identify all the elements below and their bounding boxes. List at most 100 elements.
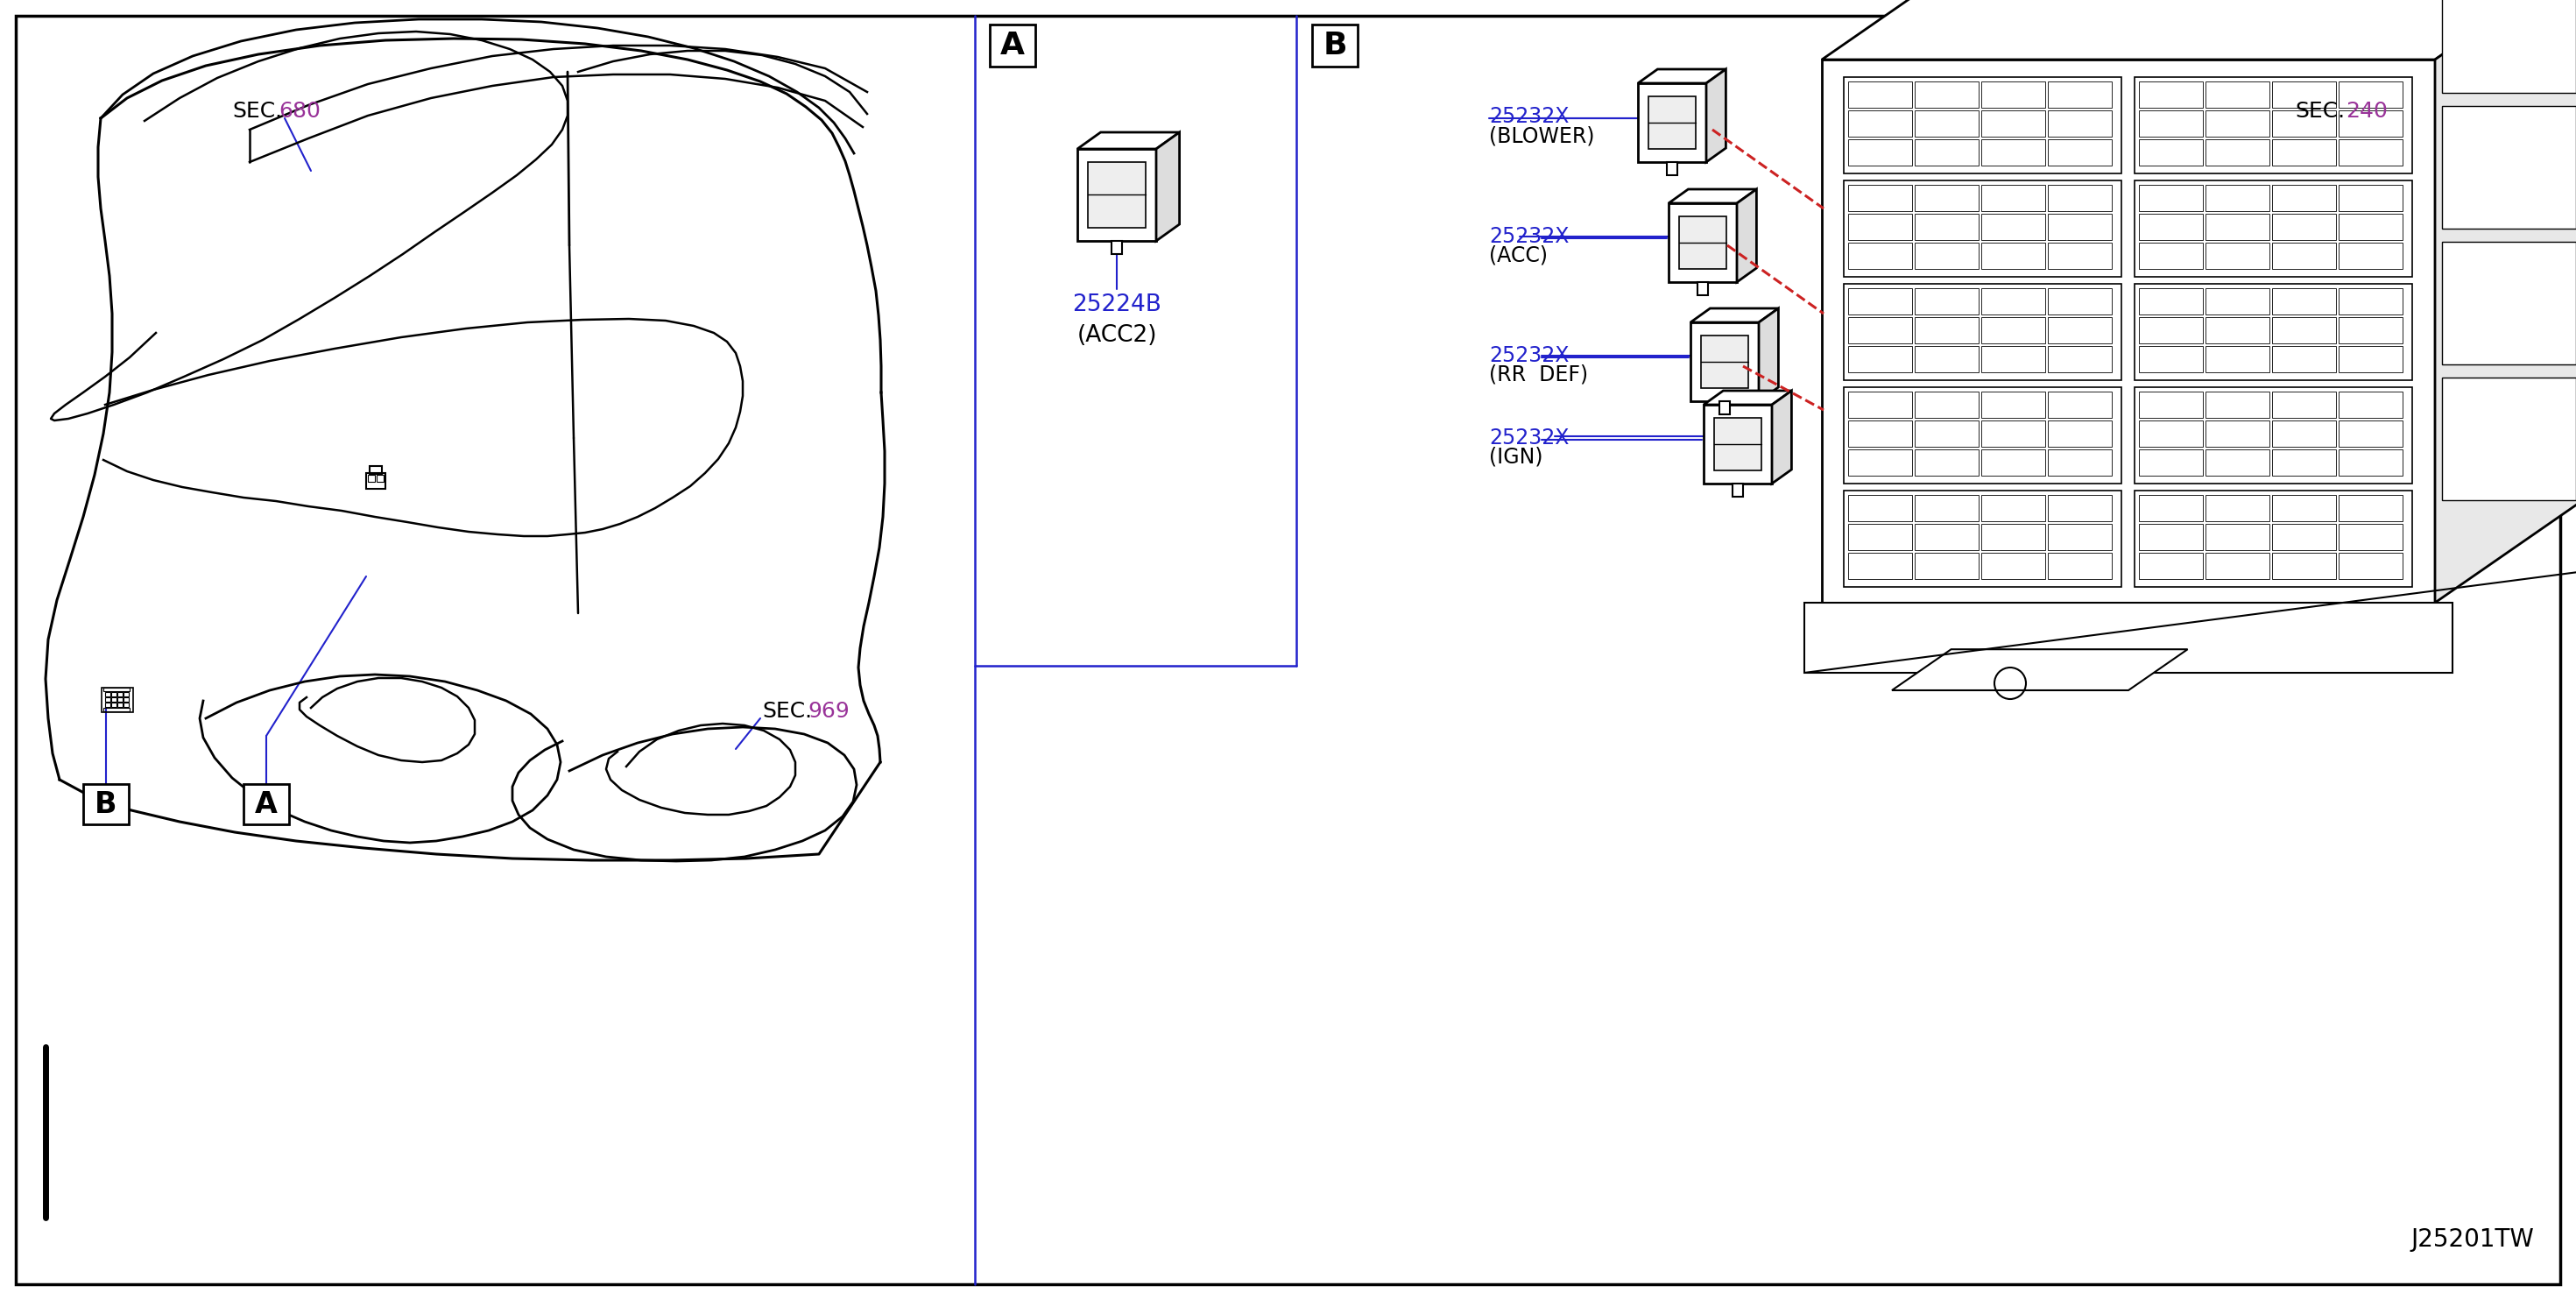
Bar: [2136, 387, 2411, 484]
Bar: [106, 692, 111, 697]
Bar: [2205, 82, 2269, 108]
Bar: [1803, 603, 2452, 673]
Bar: [1847, 420, 1911, 447]
Bar: [1981, 243, 2045, 269]
Text: (IGN): (IGN): [1489, 447, 1543, 468]
Bar: [1734, 484, 1744, 497]
Bar: [1914, 110, 1978, 136]
Bar: [2442, 377, 2576, 500]
Bar: [2048, 552, 2112, 578]
Bar: [2205, 524, 2269, 550]
Bar: [111, 702, 116, 707]
Bar: [1981, 110, 2045, 136]
Bar: [2442, 242, 2576, 364]
Text: 25224B: 25224B: [1072, 294, 1162, 316]
Bar: [2048, 185, 2112, 211]
Polygon shape: [1891, 649, 2187, 690]
Bar: [1847, 139, 1911, 165]
Bar: [1981, 82, 2045, 108]
Bar: [2205, 185, 2269, 211]
Bar: [2048, 524, 2112, 550]
Text: B: B: [1324, 31, 1347, 60]
Bar: [1847, 524, 1911, 550]
Polygon shape: [2434, 0, 2576, 603]
Text: (RR  DEF): (RR DEF): [1489, 364, 1587, 385]
Bar: [2339, 391, 2403, 417]
Bar: [2048, 317, 2112, 343]
Bar: [1981, 495, 2045, 521]
Bar: [2272, 391, 2336, 417]
Bar: [2138, 391, 2202, 417]
Bar: [118, 702, 124, 707]
Bar: [2339, 139, 2403, 165]
Bar: [366, 473, 386, 489]
Bar: [2138, 552, 2202, 578]
Bar: [1914, 82, 1978, 108]
Bar: [1914, 243, 1978, 269]
Text: (ACC): (ACC): [1489, 246, 1548, 266]
Bar: [2339, 213, 2403, 240]
Bar: [1110, 240, 1123, 254]
Bar: [2272, 243, 2336, 269]
Bar: [1981, 391, 2045, 417]
Bar: [2205, 346, 2269, 372]
Bar: [2048, 289, 2112, 315]
Bar: [1698, 282, 1708, 295]
Bar: [1981, 450, 2045, 476]
Polygon shape: [1077, 133, 1180, 150]
Bar: [2272, 289, 2336, 315]
Bar: [2048, 495, 2112, 521]
Bar: [1981, 552, 2045, 578]
Bar: [2136, 77, 2411, 173]
Bar: [103, 688, 129, 692]
Bar: [2272, 420, 2336, 447]
Bar: [1914, 524, 1978, 550]
Bar: [2205, 289, 2269, 315]
Polygon shape: [1703, 391, 1790, 404]
Bar: [1914, 185, 1978, 211]
Bar: [1914, 289, 1978, 315]
Text: A: A: [999, 31, 1025, 60]
Bar: [2048, 213, 2112, 240]
Bar: [2138, 243, 2202, 269]
Bar: [2138, 185, 2202, 211]
Bar: [124, 692, 129, 697]
Bar: [2205, 110, 2269, 136]
Bar: [1981, 420, 2045, 447]
Text: A: A: [255, 789, 278, 819]
Bar: [989, 25, 1036, 66]
Bar: [1914, 317, 1978, 343]
Bar: [118, 697, 124, 702]
Bar: [2136, 283, 2411, 380]
Bar: [1847, 213, 1911, 240]
Bar: [1981, 139, 2045, 165]
Bar: [2205, 317, 2269, 343]
Bar: [2048, 139, 2112, 165]
Bar: [2138, 524, 2202, 550]
Text: (ACC2): (ACC2): [1077, 324, 1157, 347]
Bar: [2272, 346, 2336, 372]
Bar: [245, 784, 289, 824]
Bar: [1981, 289, 2045, 315]
Bar: [1847, 243, 1911, 269]
Bar: [111, 697, 116, 702]
Bar: [1847, 185, 1911, 211]
Bar: [2138, 139, 2202, 165]
Bar: [1914, 213, 1978, 240]
Bar: [1847, 495, 1911, 521]
Bar: [2138, 420, 2202, 447]
Bar: [2136, 181, 2411, 277]
Bar: [2272, 82, 2336, 108]
Polygon shape: [1772, 391, 1790, 484]
Bar: [2048, 110, 2112, 136]
Bar: [2272, 552, 2336, 578]
Bar: [2048, 420, 2112, 447]
Bar: [82, 784, 129, 824]
Bar: [2048, 82, 2112, 108]
Bar: [111, 692, 116, 697]
Bar: [1649, 96, 1695, 150]
Bar: [2138, 495, 2202, 521]
Bar: [2339, 289, 2403, 315]
Bar: [2339, 317, 2403, 343]
Polygon shape: [1690, 322, 1759, 402]
